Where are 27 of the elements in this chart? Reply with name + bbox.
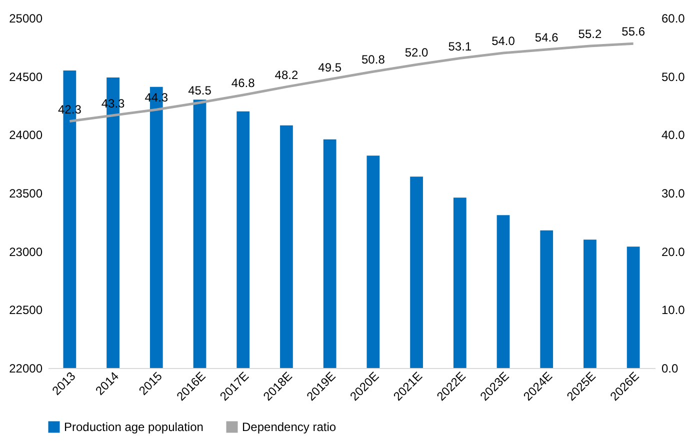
y-tick-label: 22000 bbox=[9, 362, 43, 376]
legend-label: Dependency ratio bbox=[242, 420, 336, 434]
data-label: 49.5 bbox=[318, 60, 342, 74]
y2-tick-label: 30.0 bbox=[662, 186, 686, 200]
data-label: 52.0 bbox=[404, 46, 429, 60]
y-tick-label: 23500 bbox=[9, 186, 43, 200]
data-label: 45.5 bbox=[188, 84, 212, 98]
y-tick-label: 23000 bbox=[9, 244, 43, 259]
data-label: 53.1 bbox=[448, 39, 472, 54]
y-tick-label: 22500 bbox=[9, 303, 43, 318]
y2-tick-label: 60.0 bbox=[662, 12, 686, 26]
y2-tick-label: 0.0 bbox=[662, 362, 679, 376]
data-label: 54.6 bbox=[534, 30, 559, 44]
data-label: 54.0 bbox=[492, 34, 516, 48]
y-tick-label: 24000 bbox=[9, 128, 43, 142]
y2-tick-label: 50.0 bbox=[662, 70, 686, 84]
legend-label: Production age population bbox=[64, 420, 204, 434]
data-label: 55.2 bbox=[578, 27, 602, 41]
data-label: 55.6 bbox=[622, 24, 646, 39]
y-tick-label: 24500 bbox=[9, 70, 43, 84]
y2-tick-label: 20.0 bbox=[662, 244, 686, 259]
data-label: 46.8 bbox=[231, 76, 256, 90]
data-label: 48.2 bbox=[274, 68, 298, 82]
data-label: 50.8 bbox=[362, 52, 386, 67]
y-tick-label: 25000 bbox=[9, 12, 43, 26]
y2-tick-label: 10.0 bbox=[662, 303, 686, 318]
y2-tick-label: 40.0 bbox=[662, 128, 686, 142]
